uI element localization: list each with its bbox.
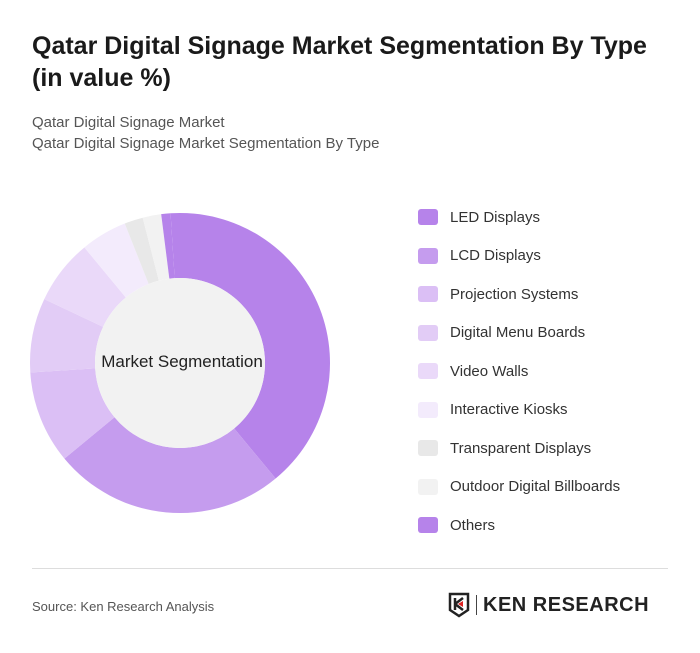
slice-outdoor-digital-billboards <box>142 214 170 281</box>
slice-interactive-kiosks <box>84 223 149 298</box>
legend-swatch <box>418 324 438 341</box>
donut-center-label: Market Segmentation <box>101 352 263 371</box>
legend-label: LED Displays <box>450 208 541 226</box>
legend-swatch <box>418 440 438 457</box>
chart-title: Qatar Digital Signage Market Segmentatio… <box>32 32 647 92</box>
ken-logo-icon <box>448 592 470 618</box>
legend-label: Others <box>450 516 496 534</box>
source-note: Source: Ken Research Analysis <box>32 599 215 614</box>
legend-swatch <box>418 286 438 303</box>
legend-item: LED Displays <box>418 198 620 237</box>
slice-video-walls <box>44 247 126 327</box>
legend-label: Video Walls <box>450 362 529 380</box>
legend-label: LCD Displays <box>450 247 541 265</box>
breadcrumb-market: Qatar Digital Signage Market <box>32 114 225 131</box>
legend-item: Transparent Displays <box>418 429 620 468</box>
legend: LED Displays LCD Displays Projection Syste… <box>418 198 620 545</box>
legend-item: Outdoor Digital Billboards <box>418 468 620 507</box>
legend-label: Transparent Displays <box>450 439 592 457</box>
legend-swatch <box>418 247 438 264</box>
legend-item: Interactive Kiosks <box>418 391 620 430</box>
donut-chart <box>30 213 330 513</box>
slice-others <box>161 213 175 279</box>
divider <box>32 568 668 569</box>
legend-label: Projection Systems <box>450 285 579 303</box>
legend-label: Interactive Kiosks <box>450 401 568 419</box>
slice-led-displays <box>170 213 330 479</box>
legend-item: LCD Displays <box>418 237 620 276</box>
legend-label: Outdoor Digital Billboards <box>450 478 621 496</box>
legend-item: Projection Systems <box>418 275 620 314</box>
legend-item: Digital Menu Boards <box>418 314 620 353</box>
legend-swatch <box>418 517 438 534</box>
slice-projection-systems <box>30 368 115 459</box>
ken-research-logo: KEN RESEARCH <box>448 592 649 618</box>
legend-item: Others <box>418 506 620 545</box>
slice-digital-menu-boards <box>30 299 104 373</box>
breadcrumb-segmentation: Qatar Digital Signage Market Segmentatio… <box>32 135 380 152</box>
logo-text: KEN RESEARCH <box>483 593 650 616</box>
legend-swatch <box>418 363 438 380</box>
slice-transparent-displays <box>124 217 159 284</box>
slice-lcd-displays <box>64 417 276 513</box>
legend-swatch <box>418 209 438 226</box>
donut-hole <box>95 278 265 448</box>
legend-item: Video Walls <box>418 352 620 391</box>
legend-swatch <box>418 478 438 495</box>
legend-swatch <box>418 401 438 418</box>
legend-label: Digital Menu Boards <box>450 324 586 342</box>
